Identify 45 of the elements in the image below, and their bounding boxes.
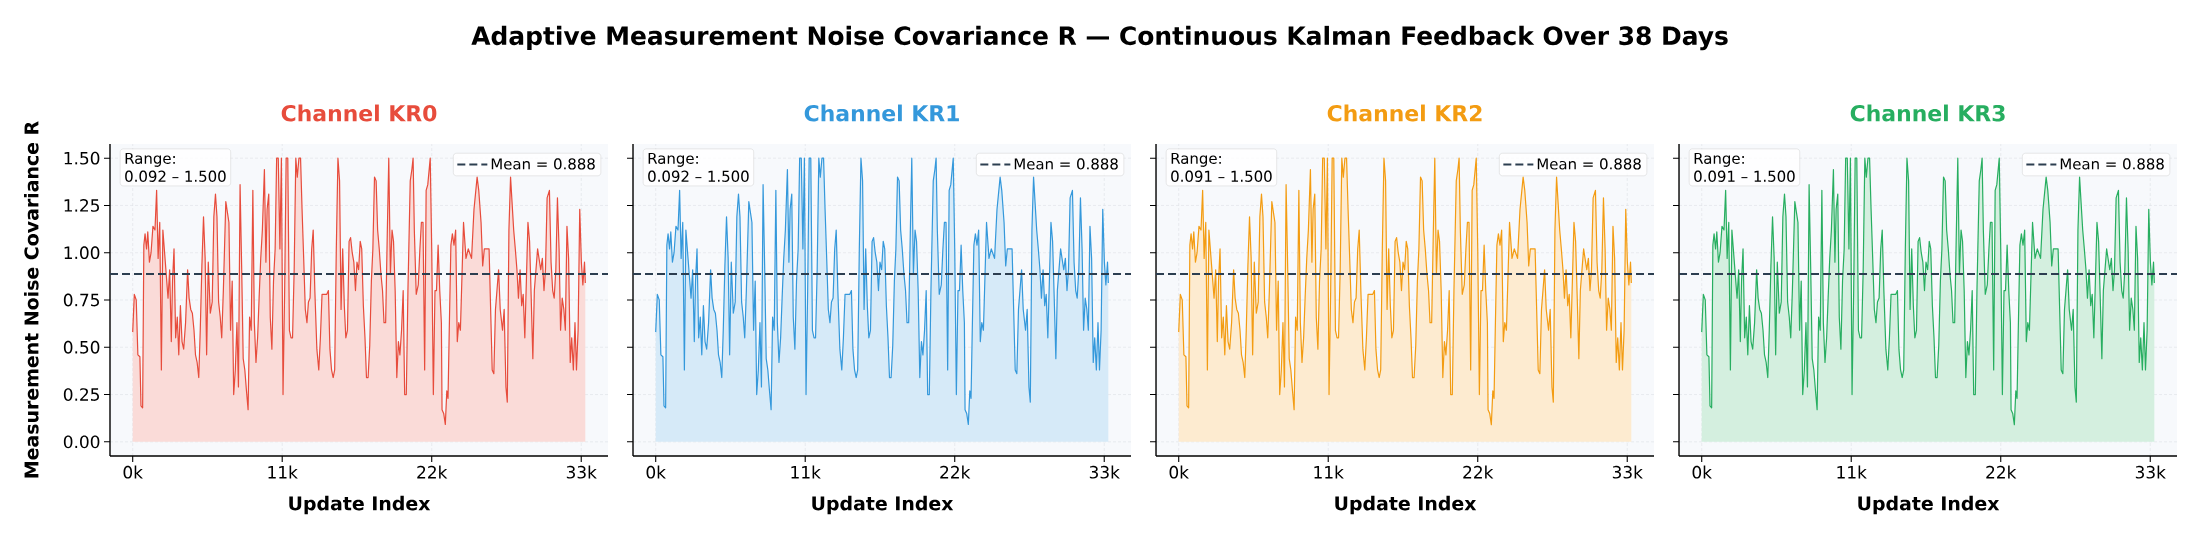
x-tick-label: 0k [123,465,143,479]
annotation: 0.092 – 1.500 [648,170,749,182]
x-tick-label: 33k [566,465,597,479]
y-tick-label: 0.75 [63,293,99,307]
x-tick-label: 22k [417,465,448,479]
y-tick-label: 0.50 [63,340,100,354]
x-tick-label: 11k [1314,465,1344,479]
x-tick-label: 11k [1837,465,1867,479]
x-tick-label: 33k [1089,465,1120,479]
annotation: 0.091 – 1.500 [1694,170,1795,182]
legend-label: Mean = 0.888 [1014,158,1118,170]
x-tick-label: 33k [1612,465,1643,479]
legend-label: Mean = 0.888 [2060,158,2164,170]
x-tick-label: 0k [646,465,666,479]
legend-label: Mean = 0.888 [491,158,595,170]
x-tick-label: 22k [1986,465,2017,479]
chart-subtitle: Channel KR2 [1327,104,1482,122]
annotation: 0.091 – 1.500 [1171,170,1272,182]
x-axis-title: Update Index [1335,495,1477,515]
chart-subtitle: Channel KR3 [1850,104,2005,122]
x-tick-label: 0k [1169,465,1189,479]
y-tick-label: 1.50 [64,151,100,165]
annotation: Range: [648,152,698,167]
legend-label: Mean = 0.888 [1537,158,1641,170]
annotation: Range: [1694,152,1744,167]
annotation: Range: [1171,152,1221,167]
y-tick-label: 1.25 [64,199,99,212]
x-tick-label: 11k [791,465,821,479]
y-tick-label: 1.00 [64,246,100,260]
x-axis-title: Update Index [1858,495,2000,515]
y-tick-label: 0.00 [63,435,100,449]
x-tick-label: 22k [940,465,971,479]
annotation: Range: [125,152,175,167]
chart-subtitle: Channel KR0 [281,104,437,122]
x-tick-label: 0k [1692,465,1712,479]
x-axis-title: Update Index [289,495,431,515]
y-axis-title: Measurement Noise Covariance R [23,121,39,478]
x-tick-label: 22k [1463,465,1494,479]
x-tick-label: 11k [268,465,298,479]
x-axis-title: Update Index [812,495,954,515]
y-tick-label: 0.25 [63,388,99,401]
text: Adaptive Measurement Noise Covariance R — Continuous Kalman Feedback Over 38 Days [471,25,1728,51]
chart-subtitle: Channel KR1 [804,104,959,122]
x-tick-label: 33k [2135,465,2166,479]
annotation: 0.092 – 1.500 [125,170,226,182]
